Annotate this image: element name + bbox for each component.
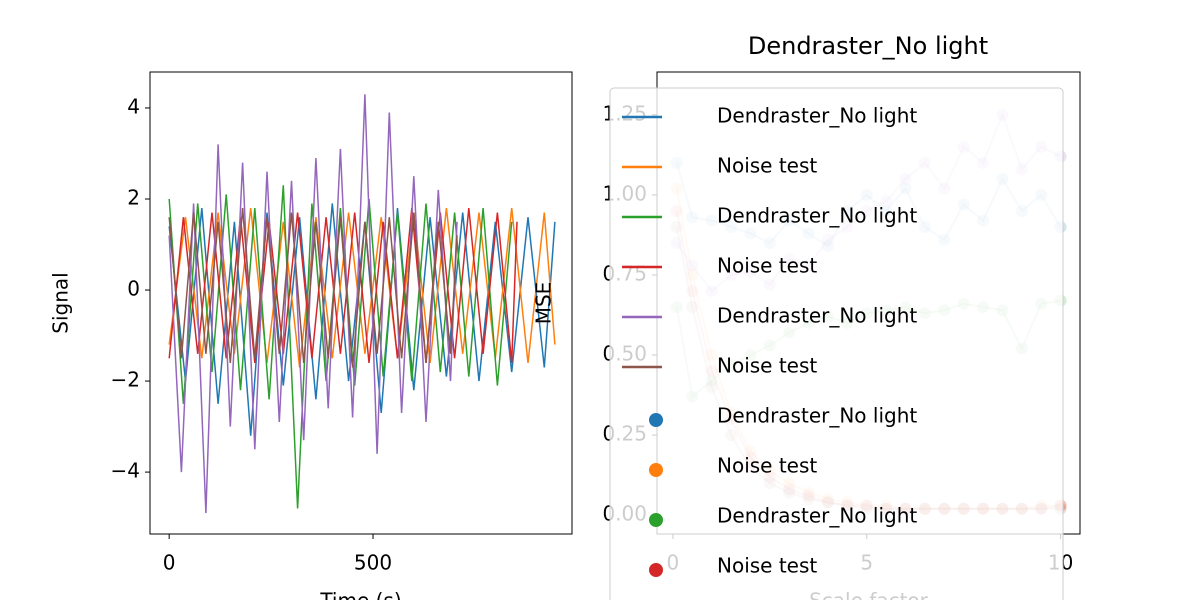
y-axis-label: Signal: [49, 272, 73, 333]
x-axis-label: Time (s): [319, 589, 401, 600]
legend-marker: [649, 563, 663, 577]
legend-label: Noise test: [717, 354, 817, 378]
legend-label: Noise test: [717, 154, 817, 178]
series-line: [168, 185, 513, 509]
legend-marker: [649, 413, 663, 427]
y-tick-label: 4: [127, 94, 140, 118]
legend-label: Dendraster_No light: [717, 404, 917, 428]
series-line: [168, 94, 458, 514]
legend-marker: [649, 513, 663, 527]
legend-box: [609, 87, 1064, 600]
legend-label: Dendraster_No light: [717, 104, 917, 128]
legend-label: Dendraster_No light: [717, 204, 917, 228]
y-tick-label: 2: [127, 185, 140, 209]
x-tick-label: 0: [163, 551, 176, 575]
x-tick-label: 500: [354, 551, 392, 575]
legend-label: Dendraster_No light: [717, 304, 917, 328]
series-line: [168, 208, 458, 368]
legend-label: Noise test: [717, 454, 817, 478]
y-tick-label: −4: [111, 459, 140, 483]
chart-title: Dendraster_No light: [748, 32, 988, 60]
legend-label: Dendraster_No light: [717, 504, 917, 528]
legend-label: Noise test: [717, 554, 817, 578]
legend-label: Noise test: [717, 254, 817, 278]
y-axis-label: MSE: [532, 282, 556, 325]
plot-area: [168, 94, 556, 514]
axes-frame: [149, 71, 573, 535]
legend-marker: [649, 463, 663, 477]
y-tick-label: 0: [127, 277, 140, 301]
y-tick-label: −2: [111, 368, 140, 392]
legend: Dendraster_No light Noise test Dendraster_…: [609, 87, 1064, 600]
